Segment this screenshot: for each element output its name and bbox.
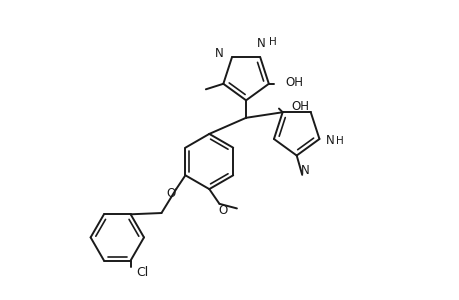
Text: H: H (269, 37, 276, 47)
Text: N: N (325, 134, 334, 147)
Text: O: O (166, 187, 175, 200)
Text: Cl: Cl (136, 266, 148, 279)
Text: N: N (301, 164, 309, 177)
Text: N: N (214, 47, 223, 60)
Text: N: N (256, 37, 265, 50)
Text: H: H (335, 136, 343, 146)
Text: O: O (218, 204, 227, 217)
Text: OH: OH (285, 76, 303, 89)
Text: OH: OH (291, 100, 309, 113)
